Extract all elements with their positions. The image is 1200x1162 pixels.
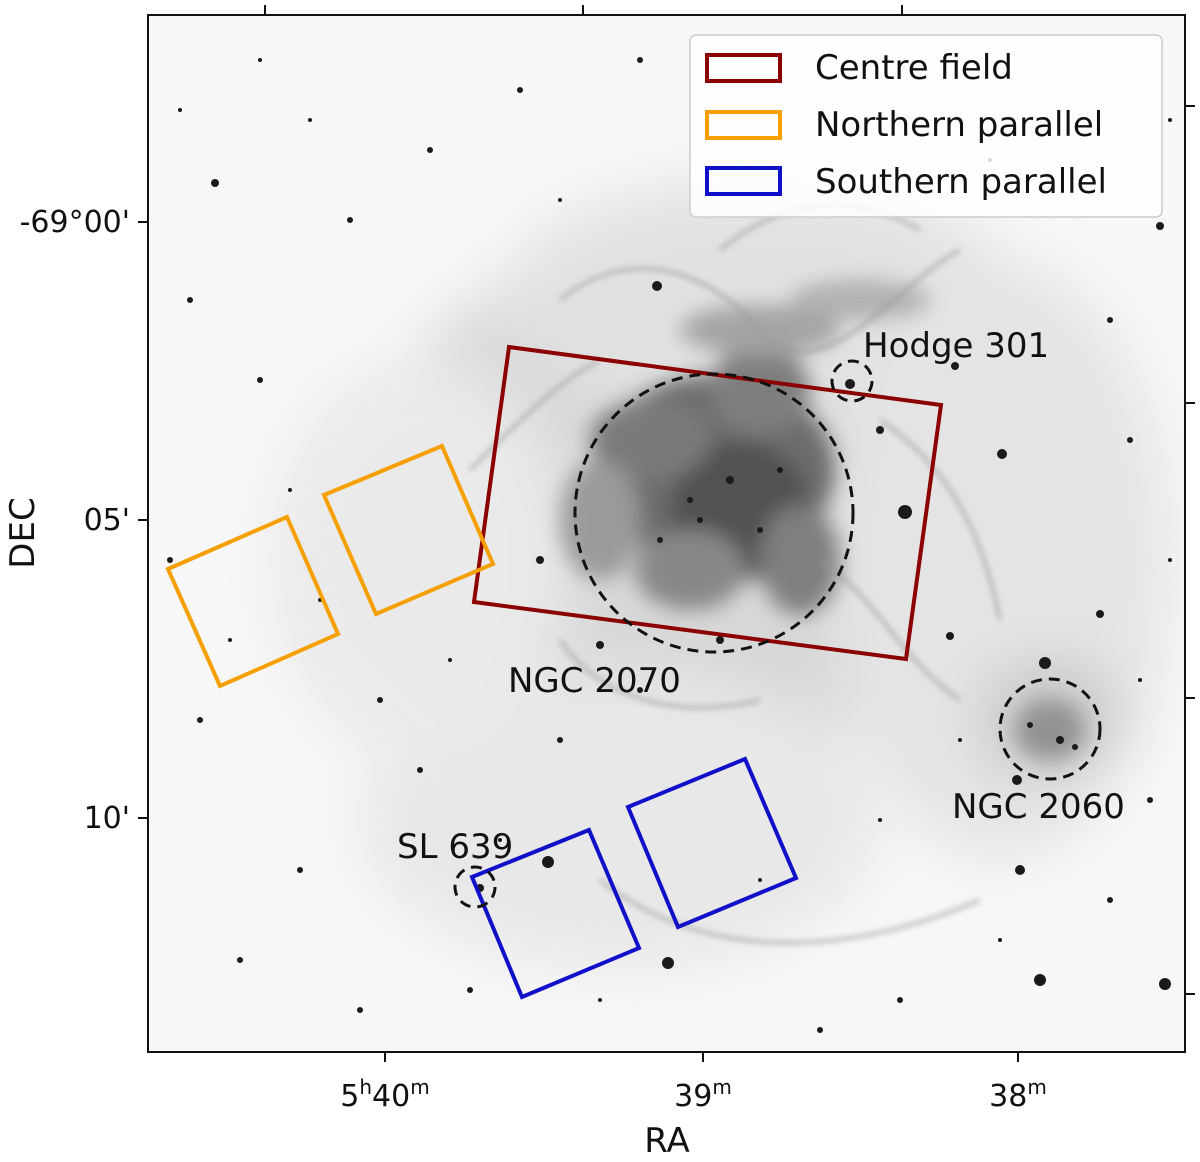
star-field — [167, 57, 1172, 1033]
ngc-2070-label: NGC 2070 — [508, 661, 681, 701]
legend-label-northern: Northern parallel — [815, 105, 1103, 145]
legend-swatch-centre — [705, 53, 782, 83]
legend-swatch-northern — [705, 110, 782, 140]
sl-639-label: SL 639 — [397, 827, 513, 867]
plot-frame — [147, 14, 1186, 1053]
legend-swatch-southern — [705, 166, 782, 196]
ra-tick-label-1: 5h40m — [340, 1075, 429, 1114]
northern-parallel-1 — [321, 443, 496, 617]
ngc-2070-circle — [573, 372, 855, 654]
southern-parallel-1 — [469, 827, 642, 1000]
sl-639-circle — [453, 865, 497, 909]
ra-tick-label-2: 39m — [674, 1075, 732, 1114]
y-axis-title: DEC — [3, 497, 43, 568]
dec-tick-label-2: 05' — [84, 503, 130, 538]
northern-parallel-2 — [165, 514, 341, 689]
hodge-301-label: Hodge 301 — [863, 326, 1049, 366]
field-footprints — [165, 344, 944, 1000]
centre-field — [471, 344, 944, 662]
object-circles — [453, 359, 1102, 909]
hodge-301-circle — [830, 359, 874, 403]
dec-tick-label-3: 10' — [84, 801, 130, 836]
ra-tick-label-3: 38m — [989, 1075, 1047, 1114]
ngc-2060-circle — [998, 677, 1102, 781]
legend: Centre field Northern parallel Southern … — [689, 34, 1163, 218]
legend-label-centre: Centre field — [815, 48, 1013, 88]
southern-parallel-2 — [625, 756, 799, 930]
ngc-2060-label: NGC 2060 — [952, 787, 1125, 827]
x-axis-title: RA — [644, 1121, 690, 1161]
dec-tick-label-1: -69°00' — [20, 205, 130, 240]
legend-label-southern: Southern parallel — [815, 162, 1107, 202]
axis-ticks — [138, 5, 1195, 1062]
